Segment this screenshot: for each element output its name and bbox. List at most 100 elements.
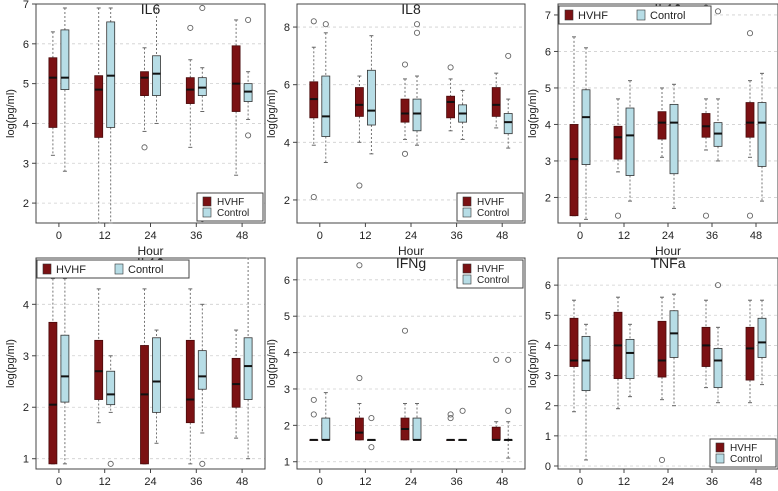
outlier-point [702, 212, 710, 219]
panel-tnfa: 0123456012243648TNFaHourlog(pg/ml)HVHFCo… [527, 255, 778, 491]
box-control-36 [458, 407, 468, 441]
outlier-point [714, 8, 722, 15]
outlier-point [187, 24, 194, 31]
panel-il12: 1234012243648IL12Hourlog(pg/ml)HVHFContr… [5, 255, 266, 491]
box-iqr [94, 75, 104, 138]
y-tick-label: 5 [23, 79, 29, 91]
legend-swatch [42, 263, 52, 275]
box-hvhf-12 [94, 288, 104, 424]
box-hvhf-0 [48, 31, 58, 156]
chart-title: TNFa [651, 255, 686, 271]
box-iqr [757, 102, 767, 167]
x-tick-label: 0 [577, 230, 583, 242]
outlier-point [245, 16, 252, 23]
box-hvhf-48 [745, 299, 755, 404]
x-tick-label: 0 [317, 230, 323, 242]
box-hvhf-24 [657, 87, 667, 158]
box-iqr [48, 57, 58, 128]
box-hvhf-24 [657, 296, 667, 464]
box-iqr [231, 357, 241, 408]
x-tick-label: 36 [190, 230, 202, 242]
panel-il10: 234567012243648IL10Hourlog(pg/ml)HVHFCon… [527, 1, 778, 258]
box-control-12 [625, 323, 635, 398]
outlier-point [746, 212, 754, 219]
box-iqr [625, 107, 635, 176]
box-iqr [625, 338, 635, 379]
outlier-point [199, 460, 206, 467]
box-control-48 [243, 16, 253, 139]
box-control-36 [713, 8, 723, 162]
box-hvhf-48 [491, 72, 501, 129]
outlier-point [614, 212, 622, 219]
x-tick-label: 24 [405, 230, 417, 242]
box-iqr [60, 29, 70, 91]
box-iqr [321, 417, 331, 441]
outlier-point [459, 407, 466, 414]
y-tick-label: 8 [284, 22, 290, 34]
box-iqr [412, 98, 422, 132]
box-hvhf-48 [491, 356, 501, 441]
y-tick-label: 3 [23, 351, 29, 363]
box-hvhf-24 [140, 288, 149, 465]
x-tick-label: 24 [144, 230, 156, 242]
y-tick-label: 7 [23, 0, 29, 11]
x-tick-label: 24 [405, 476, 417, 488]
outlier-point [505, 356, 512, 363]
x-tick-label: 36 [450, 476, 462, 488]
x-tick-label: 12 [359, 230, 371, 242]
y-tick-label: 1 [284, 457, 290, 469]
panel-il6: 2 3 4 5 6 7 0 12 24 36 48 IL6 Hour log(pg/ml) HVHFCont… [5, 0, 266, 258]
legend-label: Control [128, 264, 163, 276]
box-control-12 [106, 7, 116, 224]
x-tick-label: 36 [450, 230, 462, 242]
legend-label: HVHF [730, 443, 757, 454]
x-tick-label: 0 [317, 476, 323, 488]
outlier-point [356, 182, 363, 189]
x-tick-label: 36 [706, 476, 718, 488]
box-iqr [503, 113, 513, 135]
box-control-48 [503, 356, 513, 459]
box-control-24 [152, 7, 161, 124]
y-tick-label: 2 [23, 198, 29, 210]
box-control-24 [669, 293, 679, 407]
y-tick-label: 7 [545, 10, 551, 22]
plot-frame [557, 257, 778, 470]
box-hvhf-36 [701, 299, 711, 389]
box-control-0 [60, 278, 70, 465]
outlier-point [368, 415, 375, 422]
box-control-36 [197, 303, 207, 467]
box-iqr [701, 326, 711, 367]
box-control-24 [412, 403, 422, 441]
outlier-point [401, 150, 409, 157]
x-tick-label: 36 [190, 476, 202, 488]
outlier-point [493, 356, 500, 363]
y-tick-label: 0 [545, 461, 551, 473]
x-tick-label: 12 [99, 476, 111, 488]
y-tick-label: 6 [284, 275, 290, 287]
y-tick-label: 4 [23, 299, 29, 311]
box-iqr [757, 317, 767, 358]
outlier-point [141, 144, 148, 151]
y-tick-label: 6 [284, 80, 290, 92]
box-iqr [48, 321, 58, 465]
box-control-24 [152, 329, 161, 444]
x-tick-label: 12 [618, 476, 630, 488]
outlier-point [413, 21, 421, 28]
legend-label: HVHF [217, 197, 244, 208]
plot-frame [557, 3, 778, 224]
box-control-48 [503, 52, 513, 203]
x-tick-label: 24 [662, 230, 674, 242]
x-tick-label: 48 [236, 476, 248, 488]
box-control-12 [625, 80, 635, 202]
y-tick-label: 6 [23, 39, 29, 51]
box-hvhf-36 [446, 411, 456, 441]
box-hvhf-12 [354, 262, 364, 441]
y-tick-label: 5 [545, 310, 551, 322]
outlier-point [356, 375, 363, 382]
